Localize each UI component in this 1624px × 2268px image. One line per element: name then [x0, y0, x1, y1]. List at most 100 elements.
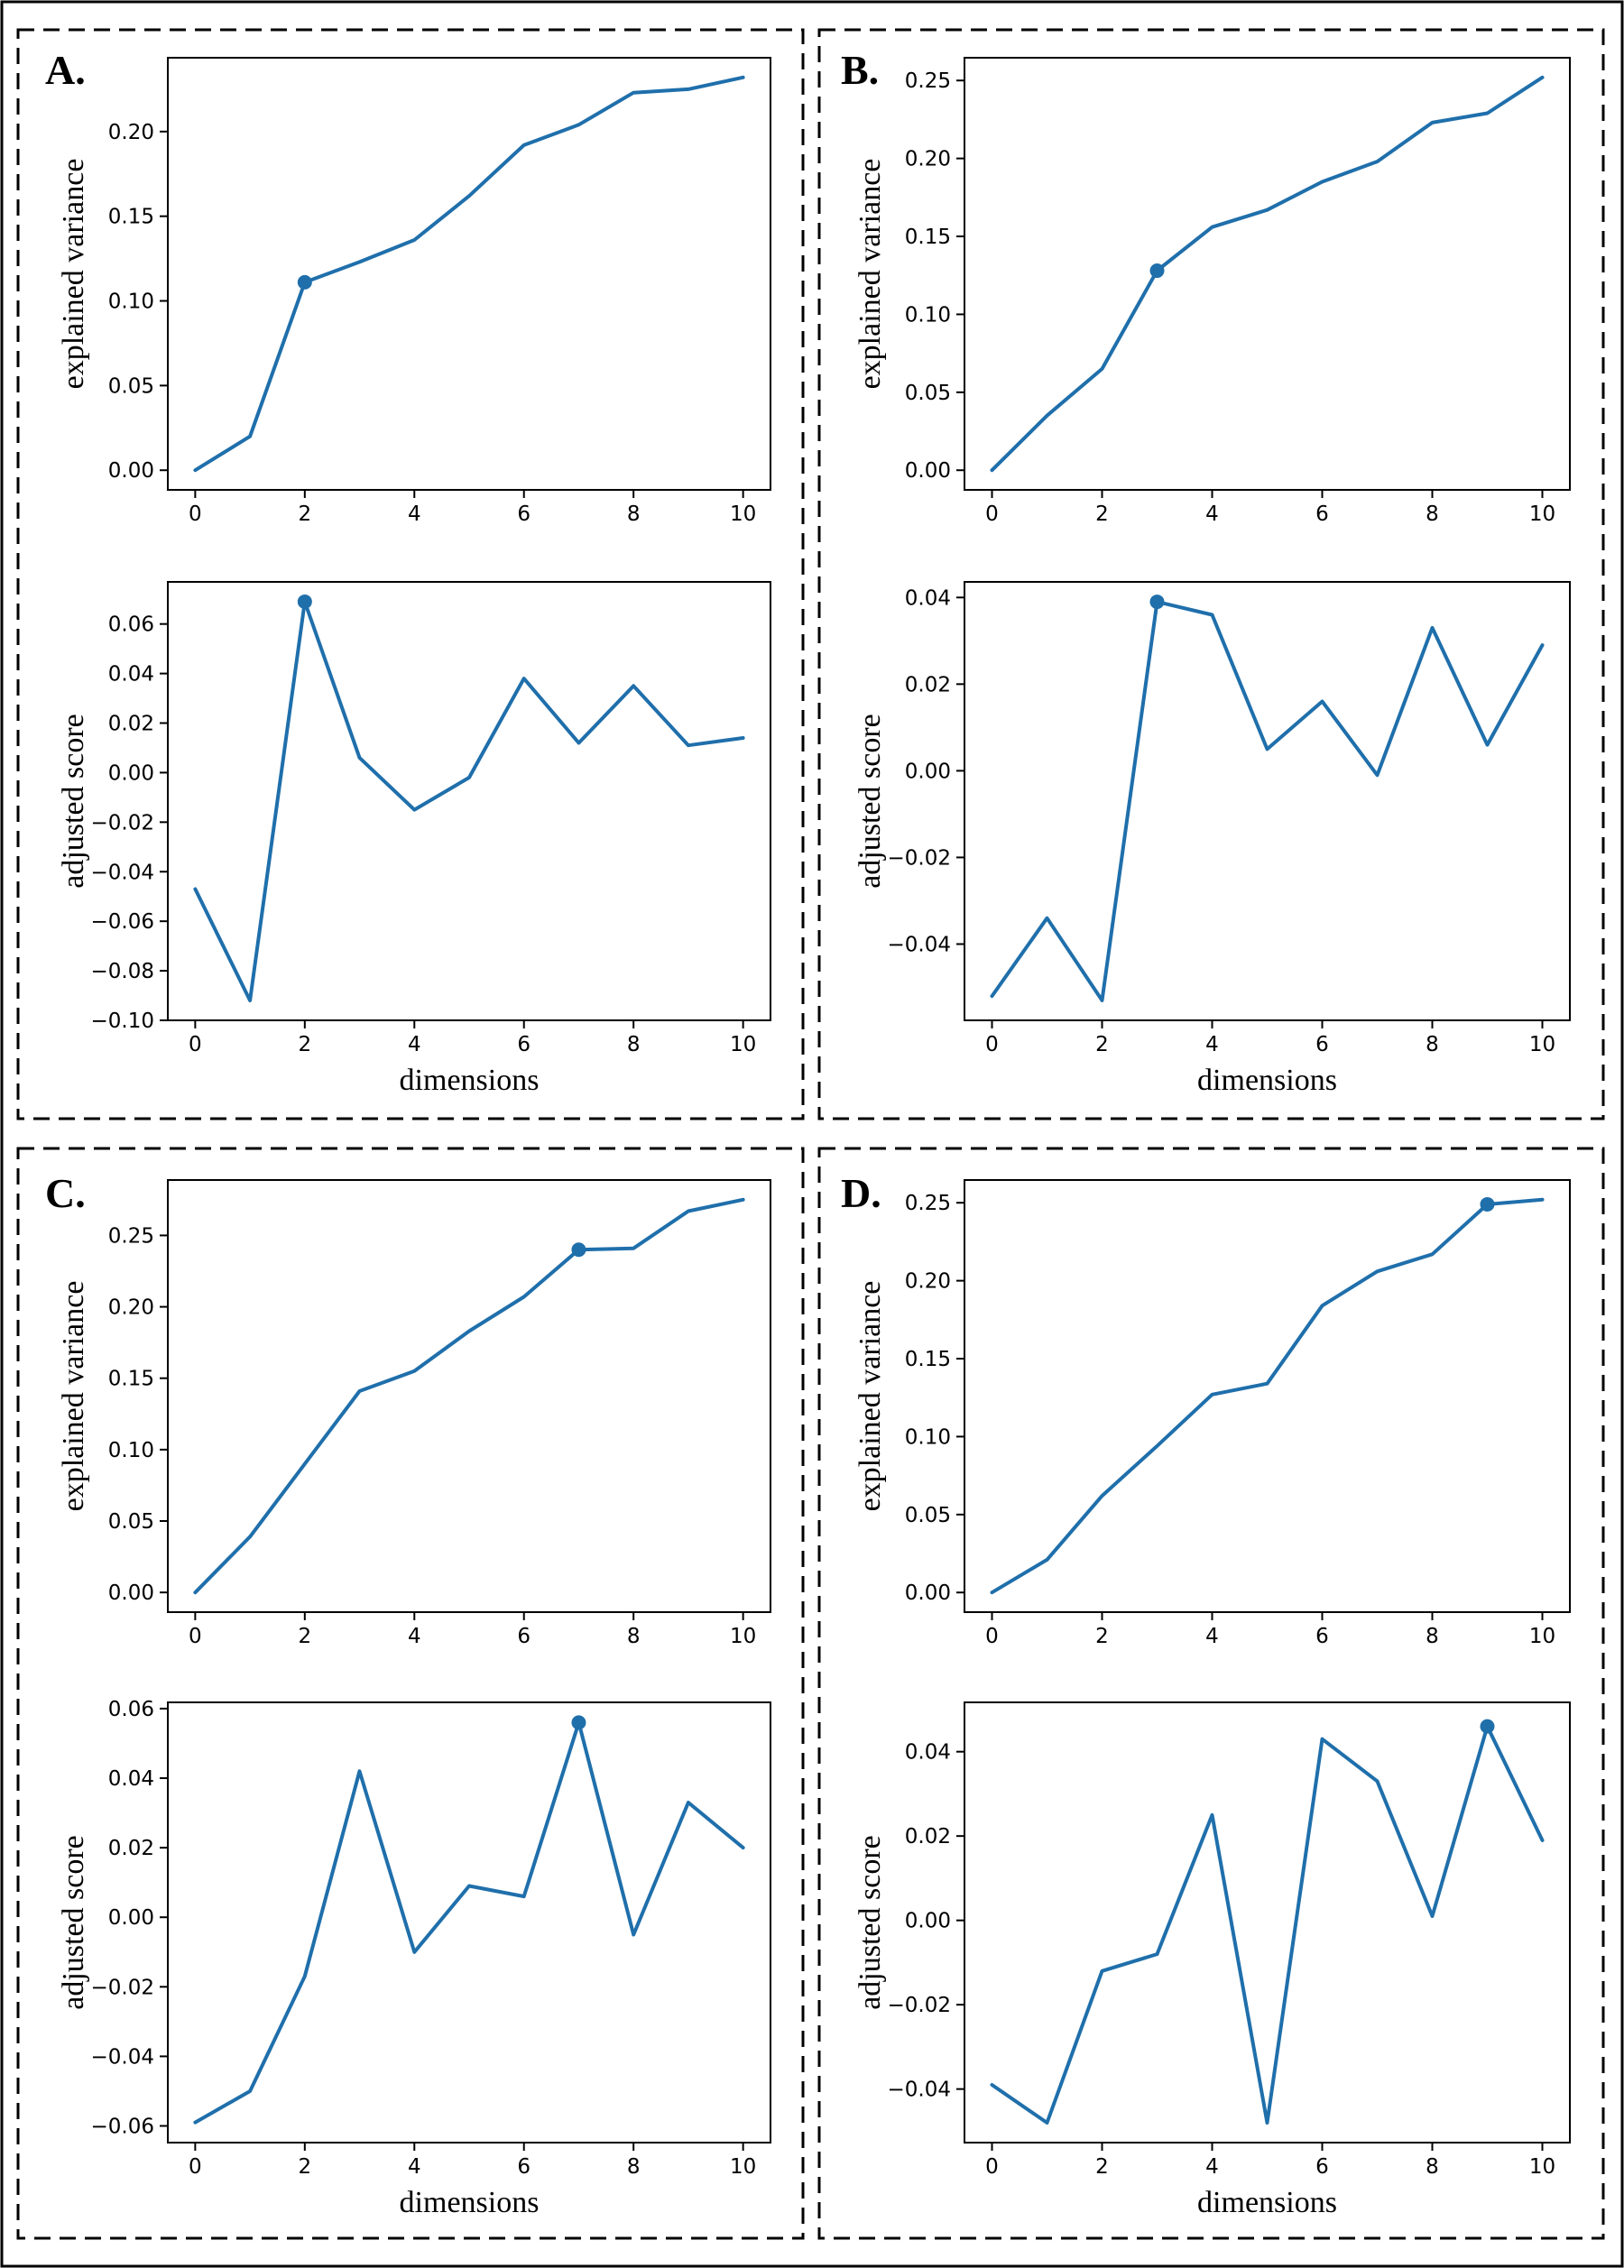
x-tick-label: 0	[189, 502, 202, 526]
x-axis-title: dimensions	[1197, 1064, 1337, 1097]
series-line	[990, 75, 1545, 473]
x-tick-label: 6	[517, 502, 531, 526]
highlight-marker	[297, 594, 312, 609]
y-tick-label: 0.04	[108, 663, 154, 687]
x-tick-label: 10	[1529, 502, 1555, 526]
data-point	[1376, 160, 1379, 163]
y-tick-label: 0.20	[108, 121, 154, 144]
x-tick-label: 0	[985, 2155, 999, 2179]
y-tick-label: 0.00	[905, 459, 951, 483]
data-point	[632, 684, 635, 687]
y-tick-label: 0.20	[905, 148, 951, 171]
x-tick-label: 6	[1315, 1625, 1329, 1648]
data-point	[1376, 1779, 1379, 1783]
x-axis-title: dimensions	[400, 1064, 540, 1097]
highlight-marker	[571, 1242, 586, 1258]
x-tick-label: 4	[1205, 2155, 1219, 2179]
data-point	[1541, 643, 1545, 647]
data-point	[1431, 1252, 1435, 1256]
y-axis-title: explained variance	[57, 159, 90, 390]
x-tick-label: 2	[1095, 2155, 1109, 2179]
data-point	[1321, 1738, 1324, 1741]
y-tick-label: −0.04	[888, 933, 951, 956]
quadrant-b-box	[817, 28, 1605, 1120]
y-tick-label: −0.04	[91, 2045, 154, 2069]
data-point	[1541, 1839, 1545, 1842]
data-point	[1431, 121, 1435, 124]
x-tick-label: 0	[985, 1033, 999, 1056]
data-point	[991, 994, 994, 998]
data-point	[742, 76, 745, 79]
x-tick-label: 2	[298, 502, 311, 526]
data-point	[687, 1210, 690, 1213]
chart-panel-5: 0 2 4 6 8 10 0.00 0.05 0.10 0.15 0.20 0.25 explained…	[45, 1170, 771, 1648]
data-point	[1321, 180, 1324, 184]
x-tick-label: 6	[1315, 2155, 1329, 2179]
data-point	[303, 1975, 307, 1978]
y-tick-label: 0.10	[905, 1425, 951, 1449]
x-tick-label: 8	[1426, 2155, 1439, 2179]
y-tick-label: 0.06	[108, 1698, 154, 1721]
x-tick-label: 0	[189, 2155, 202, 2179]
y-axis-title: adjusted score	[57, 714, 90, 889]
highlight-marker	[1149, 263, 1165, 279]
y-tick-label: 0.00	[905, 1581, 951, 1605]
y-tick-label: 0.15	[108, 206, 154, 229]
x-tick-label: 4	[408, 1625, 421, 1648]
chart-panel-4: 0 2 4 6 8 10 −0.04 −0.02 0.00 0.02 0.04 adjusted sc…	[854, 581, 1571, 1097]
x-tick-label: 0	[985, 1625, 999, 1648]
chart-panel-8: 0 2 4 6 8 10 −0.04 −0.02 0.00 0.02 0.04 adjusted sc…	[854, 1701, 1571, 2219]
x-tick-label: 8	[627, 1033, 641, 1056]
series-line	[193, 1197, 745, 1595]
x-tick-label: 4	[1205, 502, 1219, 526]
data-point	[1321, 700, 1324, 704]
y-tick-label: 0.04	[905, 1741, 951, 1765]
axes-frame	[964, 581, 1571, 1021]
x-tick-label: 8	[627, 2155, 641, 2179]
data-point	[1101, 1969, 1104, 1973]
data-point	[1046, 917, 1049, 920]
axes-frame	[964, 1179, 1571, 1613]
data-point	[577, 123, 580, 126]
y-tick-label: 0.02	[905, 1825, 951, 1849]
chart-panel-1: 0 2 4 6 8 10 0.00 0.05 0.10 0.15 0.20 explained var…	[45, 47, 771, 526]
x-axis-title: dimensions	[1197, 2186, 1337, 2219]
y-axis-title: explained variance	[854, 159, 887, 390]
x-tick-label: 2	[298, 1033, 311, 1056]
data-point	[991, 468, 994, 472]
y-tick-label: 0.25	[905, 69, 951, 93]
data-point	[412, 1369, 416, 1373]
x-tick-label: 8	[1426, 1625, 1439, 1648]
data-point	[193, 1590, 197, 1594]
panel-label: A.	[45, 47, 86, 93]
x-tick-label: 0	[189, 1033, 202, 1056]
y-tick-label: 0.02	[108, 1837, 154, 1860]
y-tick-label: 0.05	[905, 382, 951, 405]
y-tick-label: 0.25	[905, 1192, 951, 1215]
data-point	[1101, 367, 1104, 371]
data-point	[1266, 1382, 1269, 1386]
y-tick-label: −0.06	[91, 2115, 154, 2138]
data-point	[687, 1801, 690, 1804]
data-point	[193, 2121, 197, 2125]
data-point	[1046, 1558, 1049, 1562]
data-point	[742, 736, 745, 740]
x-tick-label: 8	[627, 502, 641, 526]
x-tick-label: 6	[517, 1625, 531, 1648]
data-point	[467, 1329, 471, 1332]
data-point	[1046, 414, 1049, 418]
y-axis-title: adjusted score	[854, 714, 887, 889]
y-tick-label: 0.00	[108, 459, 154, 483]
data-point	[687, 88, 690, 91]
y-tick-label: 0.00	[108, 761, 154, 785]
data-point	[991, 1590, 994, 1594]
y-tick-label: −0.02	[91, 1976, 154, 1999]
x-tick-label: 10	[1529, 2155, 1555, 2179]
x-tick-label: 10	[1529, 1033, 1555, 1056]
highlight-marker	[297, 274, 312, 290]
data-point	[467, 1885, 471, 1888]
x-tick-label: 6	[517, 2155, 531, 2179]
data-point	[1101, 1494, 1104, 1498]
chart-panel-3: 0 2 4 6 8 10 0.00 0.05 0.10 0.15 0.20 0.25 explained…	[841, 47, 1571, 526]
axes-frame	[167, 1701, 771, 2144]
